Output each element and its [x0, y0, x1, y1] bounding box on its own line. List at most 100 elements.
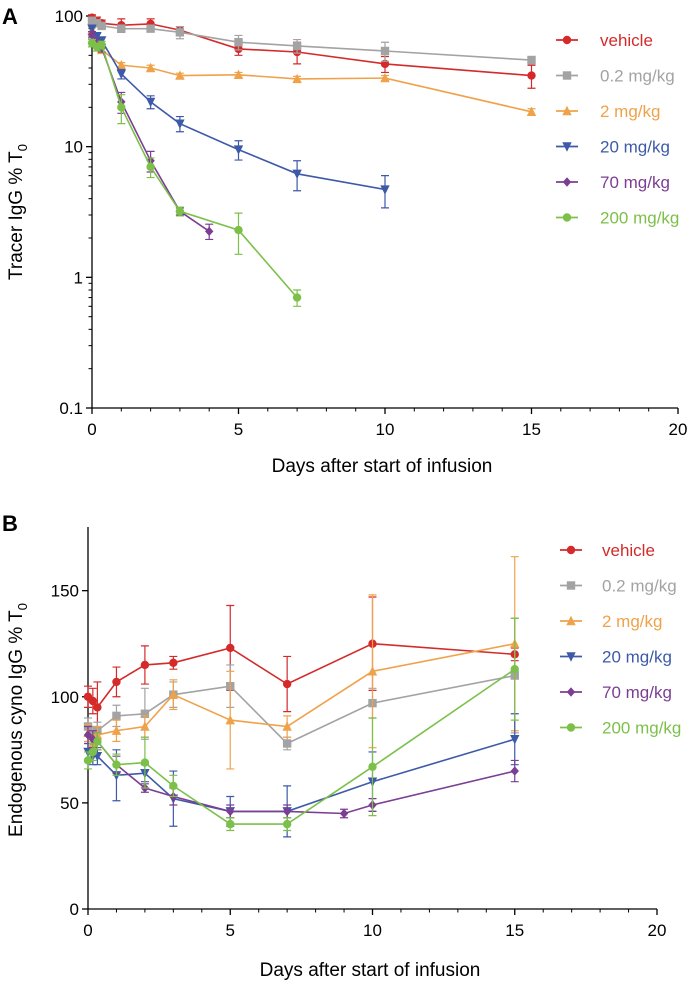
panel-b-series-200-mg-kg-point: [368, 762, 377, 772]
panel-b-legend-label-200-mg-kg: 200 mg/kg: [602, 719, 681, 738]
panel-b-series-200-mg-kg-point: [226, 819, 235, 829]
panel-a-series-20-mg-kg-point: [87, 24, 97, 34]
panel-b-series-vehicle-point: [112, 677, 121, 687]
panel-a-y-axis-title-main: Tracer IgG % T: [6, 151, 27, 280]
panel-b-series-0-2-mg-kg-point: [140, 709, 150, 718]
panel-a-legend-marker: [562, 71, 572, 80]
panel-b-series-200-mg-kg-point: [112, 760, 121, 769]
panel-b-series-0-2-mg-kg-point: [282, 739, 292, 748]
panel-a-x-tick-label: 20: [669, 420, 688, 439]
panel-b-series-2-mg-kg-point: [168, 689, 179, 699]
panel-b-x-tick-label: 10: [363, 921, 382, 940]
panel-b-series-2-mg-kg-point: [140, 721, 150, 731]
panel-a-series-2-mg-kg-point: [233, 69, 244, 79]
panel-a-legend-marker: [562, 105, 572, 116]
panel-a-series-2-mg-kg-point: [380, 72, 390, 83]
panel-b-legend: vehicle 0.2 mg/kg 2 mg/kg 20 mg/kg 70 mg/kg 2…: [560, 541, 681, 738]
panel-b-series-20-mg-kg-point: [510, 735, 520, 745]
panel-a-series-20-mg-kg-point: [175, 119, 185, 129]
panel-b-legend-marker: [566, 652, 576, 662]
panel-a-series-2-mg-kg-point: [526, 106, 537, 116]
panel-b-series-20-mg-kg-line: [87, 738, 516, 813]
panel-b-series-2-mg-kg-point: [367, 666, 378, 676]
panel-b-series-200-mg-kg-point: [83, 756, 93, 765]
panel-b-x-tick-label: 0: [83, 921, 92, 940]
panel-a-series-20-mg-kg-point: [145, 97, 156, 108]
panel-b-series-70-mg-kg-line: [87, 734, 515, 815]
panel-a-y-tick-label: 1: [74, 268, 83, 287]
panel-a-series-2-mg-kg-point: [116, 60, 126, 70]
panel-a-legend-label-2-mg-kg: 2 mg/kg: [600, 102, 660, 121]
panel-b-y-tick-label: 150: [51, 582, 79, 601]
panel-a-y-tick-label: 0.1: [59, 399, 83, 418]
panel-b-series-200-mg-kg-line: [87, 668, 516, 825]
panel-b-series-vehicle-line: [87, 642, 515, 709]
panel-b-series-70-mg-kg-point: [510, 766, 519, 776]
panel-b-series-200-mg-kg-point: [93, 737, 102, 746]
panel-a-series-2-mg-kg-point: [292, 73, 302, 84]
panel-a-series-vehicle-point: [527, 71, 536, 80]
panel-a-x-tick-label: 15: [522, 420, 541, 439]
panel-b-series-0-2-mg-kg-point: [112, 711, 121, 721]
panel-b-series-200-mg-kg-point: [510, 664, 519, 674]
panel-b-series-70-mg-kg: [83, 725, 519, 819]
panel-b: B 0 50 100 150 0 5 10 15 20 vehicle 0.2 mg/kg 2 m…: [2, 511, 681, 981]
panel-a-series-2-mg-kg-point: [145, 62, 156, 73]
panel-a-legend-label-70-mg-kg: 70 mg/kg: [600, 173, 670, 192]
panel-a-x-tick-label: 10: [376, 420, 395, 439]
panel-a-series-20-mg-kg-point: [292, 169, 302, 179]
panel-a-legend-label-200-mg-kg: 200 mg/kg: [600, 209, 679, 228]
panel-b-legend-marker: [566, 723, 576, 732]
panel-b-legend-label-20-mg-kg: 20 mg/kg: [602, 648, 672, 667]
panel-b-legend-marker: [566, 615, 576, 626]
panel-b-series-vehicle-point: [93, 703, 102, 712]
panel-b-legend-marker: [566, 581, 576, 590]
panel-b-series-70-mg-kg-point: [339, 808, 349, 819]
panel-b-legend-label-0-2-mg-kg: 0.2 mg/kg: [602, 577, 677, 596]
panel-a-legend-marker: [562, 213, 572, 222]
panel-b-x-axis-title: Days after start of infusion: [260, 960, 481, 981]
panel-b-series-200-mg-kg: [83, 617, 519, 832]
panel-a-series-0-2-mg-kg-point: [234, 38, 243, 47]
panel-a-series-0-2-mg-kg-point: [146, 24, 155, 33]
panel-b-x-tick-label: 15: [505, 921, 524, 940]
panel-b-series-20-mg-kg: [83, 713, 520, 838]
panel-b-series-vehicle-point: [282, 679, 292, 689]
panel-b-series-70-mg-kg-point: [88, 734, 98, 744]
panel-b-series-70-mg-kg-point: [83, 730, 93, 740]
panel-a-series-20-mg-kg-point: [233, 145, 244, 155]
panel-a-series-0-2-mg-kg-point: [97, 21, 106, 31]
panel-b-y-tick-label: 100: [51, 688, 79, 707]
panel-a-y-axis-title-sub: 0: [15, 144, 30, 151]
panel-b-series-vehicle-point: [226, 643, 235, 653]
panel-b-label: B: [2, 511, 18, 536]
panel-b-legend-label-2-mg-kg: 2 mg/kg: [602, 612, 662, 631]
panel-b-y-axis-title-sub: 0: [15, 603, 30, 610]
panel-b-y-tick-label: 0: [70, 900, 79, 919]
panel-b-x-tick-label: 20: [648, 921, 667, 940]
panel-b-series-0-2-mg-kg-line: [87, 674, 515, 745]
panel-a-series-20-mg-kg: [87, 24, 390, 209]
panel-b-series-vehicle-point: [140, 660, 150, 670]
panel-a-series-20-mg-kg-point: [380, 185, 390, 195]
panel-a-legend-label-20-mg-kg: 20 mg/kg: [600, 138, 670, 157]
panel-a-series-200-mg-kg-line: [91, 42, 298, 299]
panel-b-y-axis-title: Endogenous cyno IgG % T0: [6, 603, 30, 837]
panel-a-x-tick-label: 5: [234, 420, 243, 439]
panel-b-series-2-mg-kg-point: [282, 721, 292, 731]
panel-a-y-tick-label: 100: [55, 7, 83, 26]
panel-b-series-200-mg-kg-point: [140, 758, 150, 767]
panel-a-series-0-2-mg-kg-point: [117, 24, 126, 33]
panel-a-legend-marker: [562, 35, 572, 45]
panel-a-y-axis-title: Tracer IgG % T0: [6, 144, 30, 280]
panel-a-series-200-mg-kg-point: [292, 293, 302, 302]
panel-a-series-0-2-mg-kg-point: [380, 46, 390, 56]
panel-a-series-200-mg-kg-point: [234, 225, 243, 235]
panel-b-series-200-mg-kg-point: [169, 781, 178, 791]
panel-b-series-200-mg-kg-point: [88, 747, 98, 757]
panel-b-legend-label-vehicle: vehicle: [602, 541, 655, 560]
panel-a-series-70-mg-kg-point: [205, 226, 214, 237]
panel-b-series-70-mg-kg-point: [282, 806, 292, 817]
panel-b-legend-label-70-mg-kg: 70 mg/kg: [602, 683, 672, 702]
